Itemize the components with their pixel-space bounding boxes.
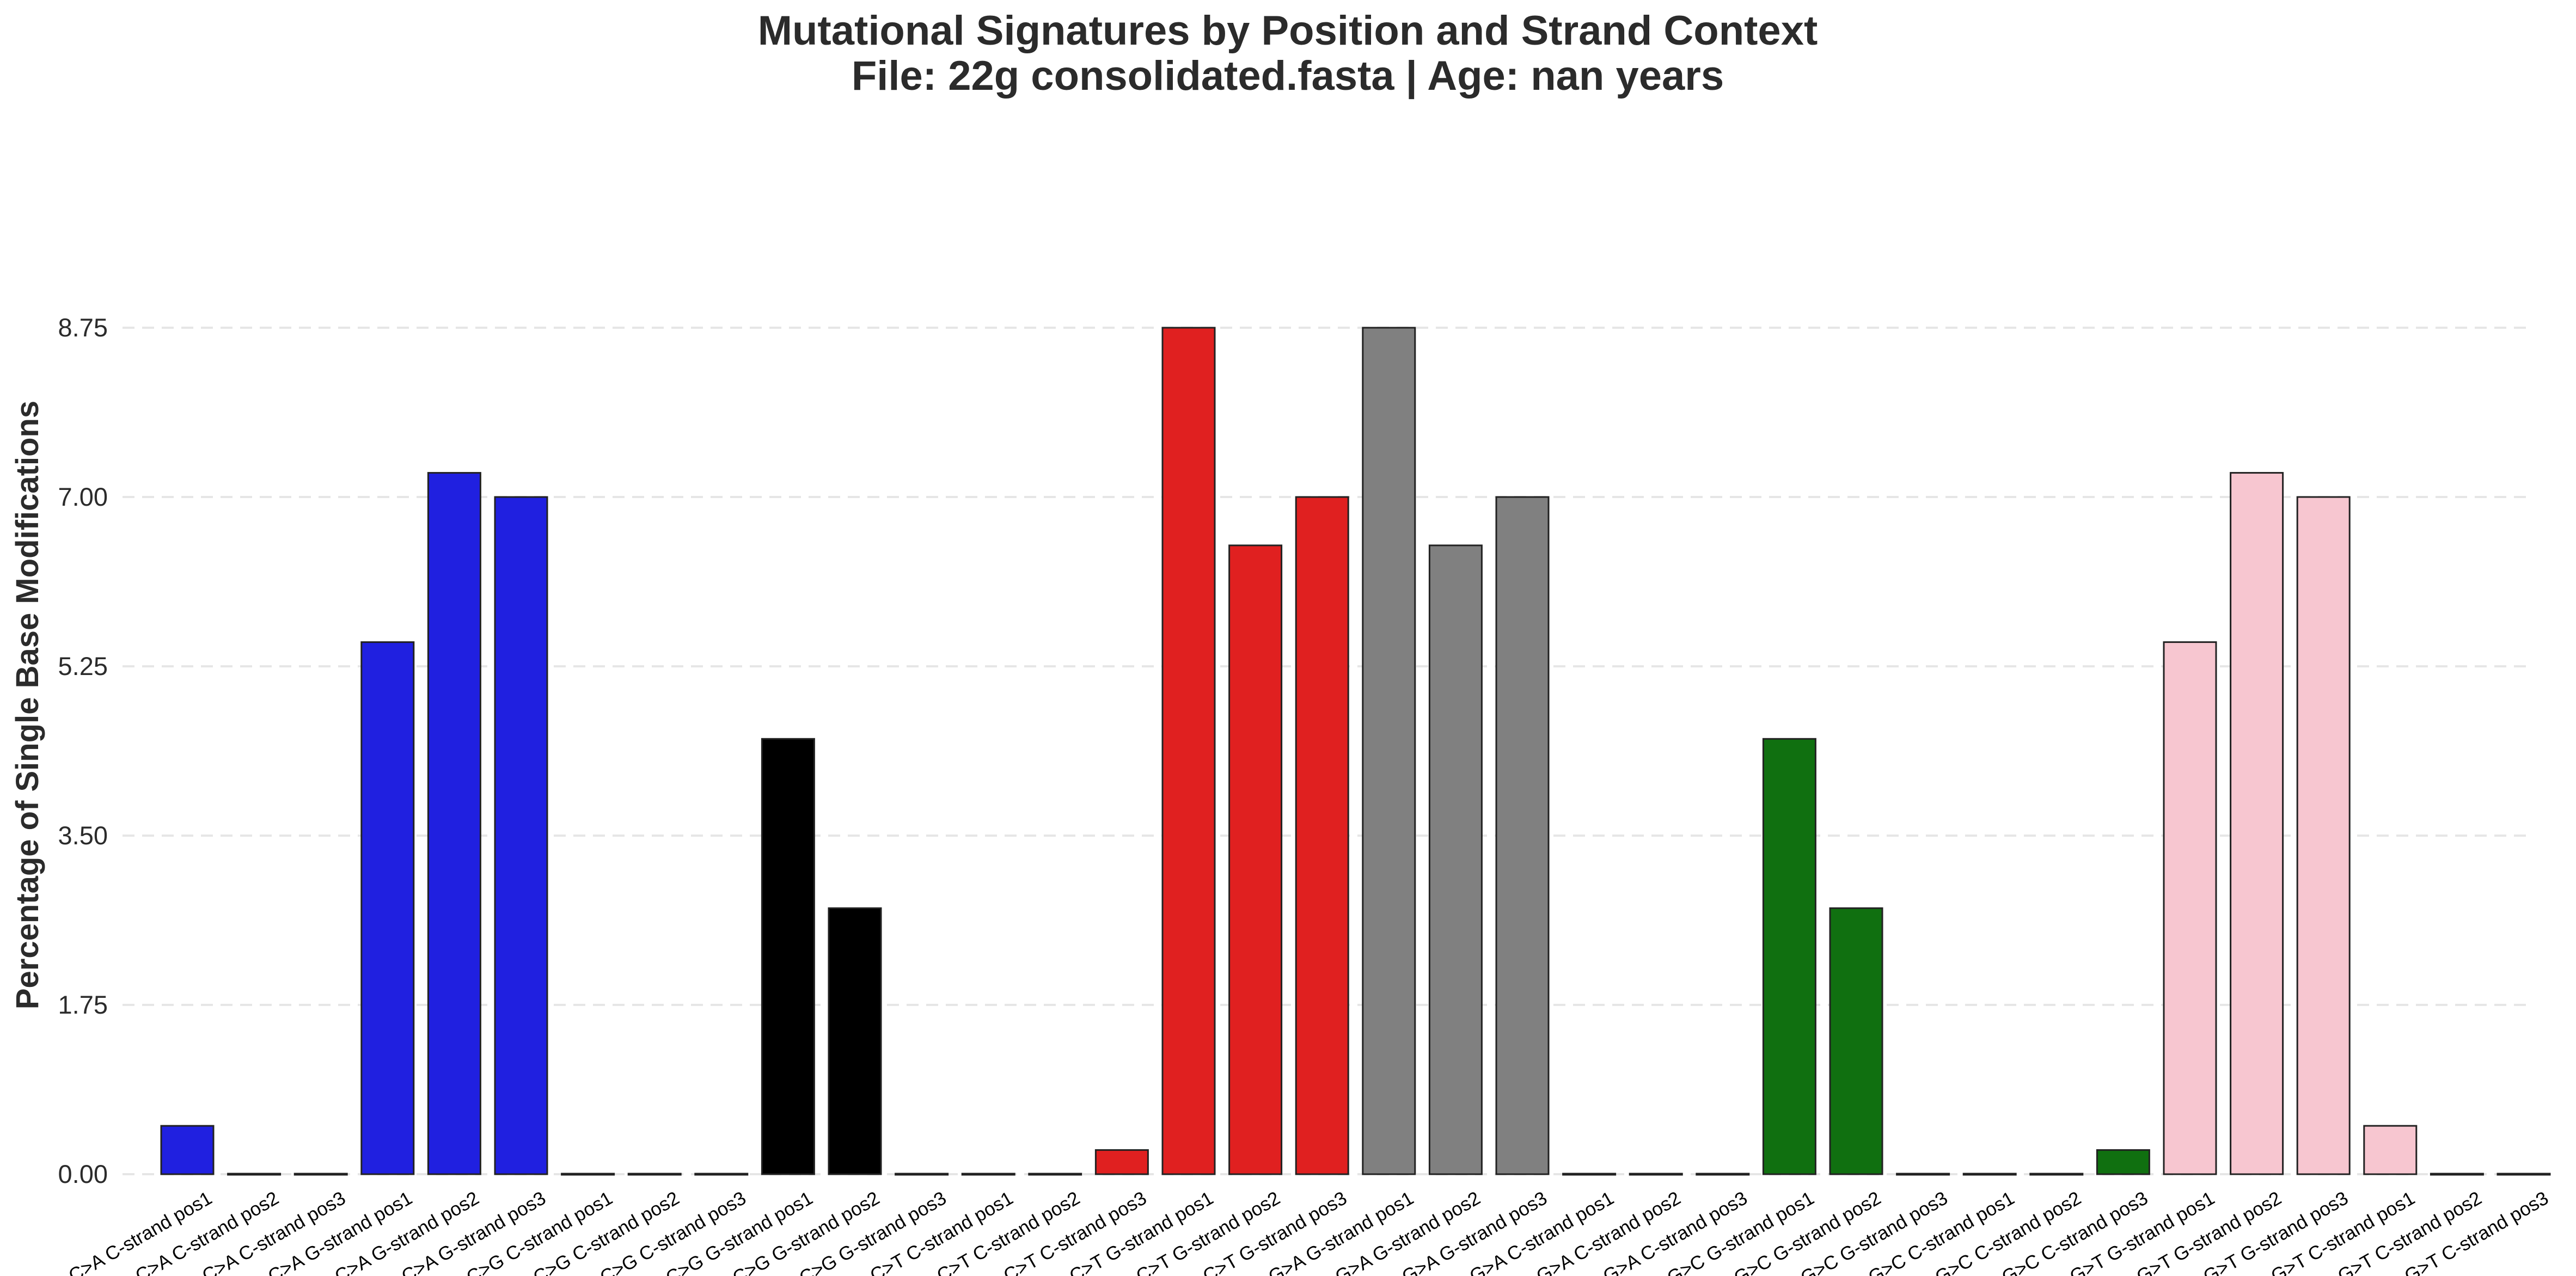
bar bbox=[1762, 738, 1816, 1175]
bar bbox=[761, 738, 815, 1175]
bar bbox=[1228, 544, 1283, 1175]
bar bbox=[1495, 496, 1550, 1175]
bar bbox=[2430, 1173, 2484, 1176]
bar bbox=[828, 907, 882, 1175]
bar bbox=[1295, 496, 1349, 1175]
bar bbox=[1962, 1173, 2017, 1176]
bar bbox=[2296, 496, 2351, 1175]
bar bbox=[561, 1173, 615, 1176]
bar bbox=[1094, 1149, 1149, 1175]
bar bbox=[1829, 907, 1883, 1175]
y-tick-label: 0.00 bbox=[58, 1160, 108, 1188]
bar bbox=[1562, 1173, 1617, 1176]
bar bbox=[360, 641, 415, 1175]
y-tick-label: 5.25 bbox=[58, 652, 108, 680]
y-tick-label: 8.75 bbox=[58, 313, 108, 342]
bar bbox=[494, 496, 548, 1175]
y-axis-label: Percentage of Single Base Modifications bbox=[10, 401, 45, 1009]
bar bbox=[2163, 641, 2217, 1175]
bar bbox=[961, 1173, 1015, 1176]
bar bbox=[694, 1173, 749, 1176]
bar bbox=[2230, 472, 2284, 1175]
bar bbox=[627, 1173, 682, 1176]
y-tick-label: 7.00 bbox=[58, 482, 108, 511]
bars bbox=[160, 327, 2551, 1176]
bar bbox=[293, 1173, 348, 1176]
bar bbox=[2029, 1173, 2084, 1176]
y-axis-ticks: 0.00 1.75 3.50 5.25 7.00 8.75 bbox=[58, 313, 108, 1188]
y-tick-label: 1.75 bbox=[58, 990, 108, 1019]
bar bbox=[1428, 544, 1483, 1175]
chart-title: Mutational Signatures by Position and St… bbox=[758, 8, 1818, 54]
bar bbox=[2363, 1125, 2418, 1175]
bar bbox=[1028, 1173, 1082, 1176]
bar bbox=[1629, 1173, 1683, 1176]
bar bbox=[160, 1125, 215, 1175]
y-tick-label: 3.50 bbox=[58, 821, 108, 850]
chart-subtitle: File: 22g consolidated.fasta | Age: nan … bbox=[852, 53, 1724, 100]
bar bbox=[1896, 1173, 1950, 1176]
bar bbox=[1696, 1173, 1750, 1176]
bar bbox=[2497, 1173, 2551, 1176]
bar bbox=[895, 1173, 949, 1176]
bar bbox=[2096, 1149, 2150, 1175]
bar bbox=[1161, 327, 1216, 1175]
bar bbox=[427, 472, 481, 1175]
bar bbox=[1362, 327, 1416, 1175]
bar bbox=[227, 1173, 282, 1176]
